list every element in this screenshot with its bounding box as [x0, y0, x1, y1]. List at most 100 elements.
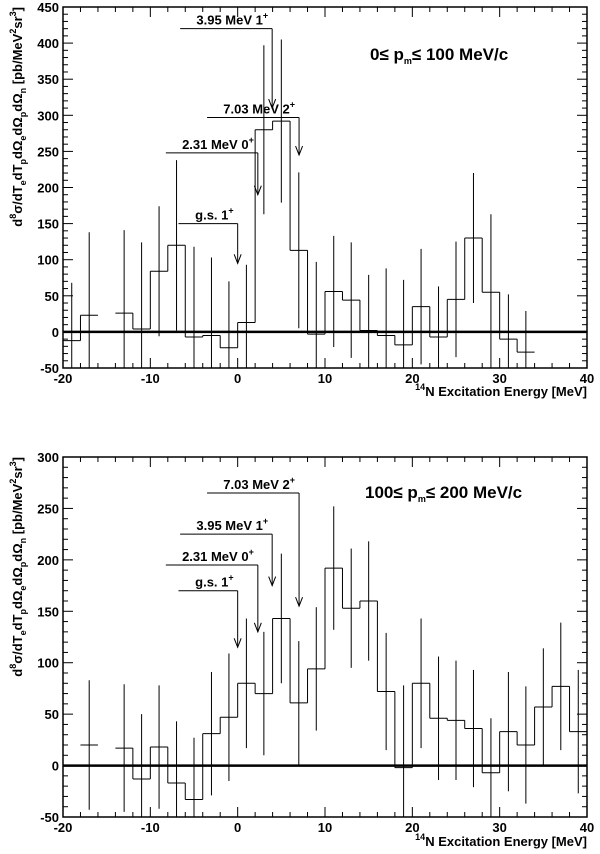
y-axis-label-part: d	[10, 669, 25, 677]
level-label-text: 7.03 MeV 2	[223, 101, 290, 116]
y-axis-label-part: ]	[10, 457, 25, 461]
histogram-panel-top: -20 -10 0 10 20 30 40-500501001502002503003504…	[8, 0, 594, 399]
x-axis-label-part: N Excitation Energy [MeV]	[425, 384, 587, 399]
y-axis-label-part: d	[10, 219, 25, 227]
momentum-range-label-part: ≤ p	[393, 483, 417, 502]
y-axis-label-part: dΩ	[10, 591, 25, 609]
level-annotation: 2.31 MeV 0+	[165, 135, 262, 197]
y-axis-label-part: σ/dT	[10, 635, 25, 663]
y-axis-label-part: dΩ	[10, 117, 25, 135]
y-axis-label-part: dΩ	[10, 567, 25, 585]
y-tick-label: 200	[37, 553, 59, 568]
y-tick-label: 50	[45, 289, 59, 304]
y-axis-label-part: p	[18, 111, 28, 117]
y-axis-label-part: e	[18, 630, 28, 635]
level-label-sup: +	[290, 99, 295, 109]
x-tick-label: 20	[405, 371, 419, 386]
y-axis-label-part: e	[18, 586, 28, 591]
level-label: g.s. 1+	[195, 573, 234, 590]
level-annotation: 2.31 MeV 0+	[165, 547, 262, 634]
y-tick-label: 50	[45, 707, 59, 722]
y-axis-label-part: p	[18, 158, 28, 164]
y-axis-label-part: sr	[10, 16, 25, 28]
level-arrow-head	[233, 254, 242, 265]
level-label-text: g.s. 1	[195, 208, 228, 223]
y-axis-label-group: d8σ/dTedTpdΩedΩpdΩn [pb/MeV2sr3]	[8, 7, 28, 227]
x-tick-label: -20	[54, 820, 73, 835]
y-tick-label: 100	[37, 253, 59, 268]
x-tick-label: 20	[405, 820, 419, 835]
level-label-text: 3.95 MeV 1	[196, 518, 263, 533]
level-arrow-head	[268, 98, 277, 110]
y-tick-label: 0	[52, 759, 59, 774]
y-axis-label-group: d8σ/dTedTpdΩedΩpdΩn [pb/MeV2sr3]	[8, 457, 28, 677]
y-tick-label: 300	[37, 450, 59, 465]
x-axis-label-part: N Excitation Energy [MeV]	[425, 834, 587, 849]
level-annotation: 3.95 MeV 1+	[180, 11, 277, 110]
x-tick-label: 30	[492, 820, 506, 835]
x-axis-label: 14N Excitation Energy [MeV]	[415, 832, 587, 849]
y-tick-label: 250	[37, 501, 59, 516]
momentum-range-label-part: ≤ 200 MeV/c	[426, 483, 522, 502]
y-axis-label-part: ]	[10, 7, 25, 11]
y-axis-label-part: dΩ	[10, 93, 25, 111]
level-label: 2.31 MeV 0+	[182, 547, 254, 564]
level-arrow-head	[253, 185, 262, 197]
x-tick-label: 40	[580, 820, 594, 835]
level-label-sup: +	[263, 11, 268, 21]
level-annotation: 7.03 MeV 2+	[207, 99, 304, 157]
level-arrow-head	[295, 145, 304, 157]
level-label: 7.03 MeV 2+	[223, 475, 295, 492]
level-label-text: 2.31 MeV 0	[182, 137, 249, 152]
x-axis-label-part: 14	[415, 382, 425, 392]
histogram-bins	[63, 39, 535, 368]
level-label-sup: +	[263, 516, 268, 526]
y-axis-label-part: e	[18, 136, 28, 141]
momentum-range-label-part: ≤ 100 MeV/c	[412, 45, 508, 64]
y-axis-label-part: 8	[8, 664, 18, 669]
y-axis-label: d8σ/dTedTpdΩedΩpdΩn [pb/MeV2sr3]	[8, 7, 28, 227]
y-tick-label: 350	[37, 72, 59, 87]
y-axis-label-part: 2	[8, 479, 18, 484]
x-axis-label: 14N Excitation Energy [MeV]	[415, 382, 587, 399]
y-tick-label: -50	[40, 361, 59, 376]
momentum-range-label-part: m	[404, 56, 412, 66]
y-axis-label-part: n	[18, 538, 28, 544]
level-label: 7.03 MeV 2+	[223, 99, 295, 116]
y-tick-label: -50	[40, 810, 59, 825]
y-axis-label-part: dT	[10, 164, 25, 180]
x-tick-label: -10	[141, 820, 160, 835]
histogram-panel-bottom: -20 -10 0 10 20 30 40 -50 0 50 100 150 200 250 300 g.s.…	[8, 450, 594, 849]
y-axis-label-part: dΩ	[10, 543, 25, 561]
level-label-text: 2.31 MeV 0	[182, 549, 249, 564]
momentum-range-label-part: ≤ p	[379, 45, 403, 64]
y-tick-label: 0	[52, 325, 59, 340]
y-axis-label-part: dT	[10, 614, 25, 630]
y-axis-label-part: n	[18, 88, 28, 94]
y-axis-label-part: sr	[10, 466, 25, 478]
y-axis-label-part: p	[18, 608, 28, 614]
y-tick-label: 150	[37, 604, 59, 619]
level-label-text: g.s. 1	[195, 575, 228, 590]
level-label-text: 3.95 MeV 1	[196, 13, 263, 28]
x-tick-label: 10	[318, 820, 332, 835]
level-label-sup: +	[228, 573, 233, 583]
y-axis-label-part: e	[18, 180, 28, 185]
level-label-sup: +	[249, 547, 254, 557]
y-axis-label-part: 8	[8, 214, 18, 219]
momentum-range-label-part: 100	[365, 483, 393, 502]
momentum-range-label-part: 0	[370, 45, 379, 64]
x-tick-label: 40	[580, 371, 594, 386]
momentum-range-label: 0≤ pm≤ 100 MeV/c	[370, 45, 508, 66]
y-axis-label-part: [pb/MeV	[10, 33, 25, 87]
histogram-bins	[80, 506, 587, 817]
level-label-sup: +	[249, 135, 254, 145]
level-arrow-head	[253, 622, 262, 634]
momentum-range-label-part: m	[418, 494, 426, 504]
x-tick-label: -20	[54, 371, 73, 386]
y-tick-label: 400	[37, 36, 59, 51]
level-label: 2.31 MeV 0+	[182, 135, 254, 152]
y-tick-label: 200	[37, 181, 59, 196]
level-label-text: 7.03 MeV 2	[223, 477, 290, 492]
